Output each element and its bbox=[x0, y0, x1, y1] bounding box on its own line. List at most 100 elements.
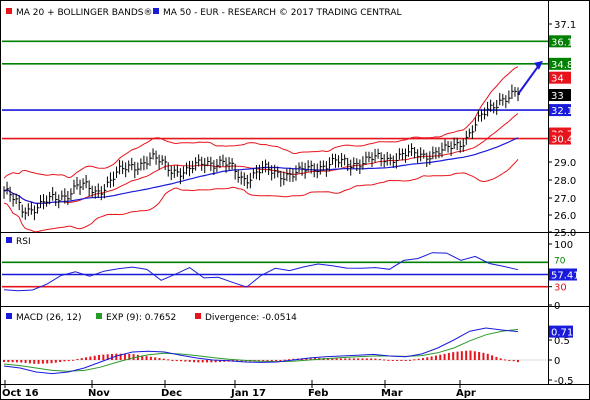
ma20-legend-text: MA 20 + BOLLINGER BANDS® bbox=[16, 8, 153, 18]
x-axis-label: Jan 17 bbox=[230, 388, 266, 399]
divergence-bar bbox=[361, 358, 364, 360]
divergence-bar bbox=[210, 360, 213, 363]
divergence-bar bbox=[339, 358, 342, 360]
divergence-bar bbox=[158, 358, 161, 360]
divergence-bar bbox=[175, 360, 178, 361]
divergence-bar bbox=[512, 360, 515, 362]
x-axis-label: Feb bbox=[308, 388, 328, 399]
ma50-line bbox=[3, 137, 519, 205]
divergence-bar bbox=[106, 354, 109, 360]
x-axis-labels: Oct 16 Nov Dec Jan 17 Feb Mar Apr bbox=[2, 388, 476, 399]
divergence-bar bbox=[218, 360, 221, 363]
divergence-bar bbox=[98, 355, 101, 360]
divergence-bar bbox=[482, 352, 485, 360]
price-tag-box bbox=[549, 71, 571, 84]
divergence-bar bbox=[20, 360, 23, 363]
bollinger-upper-line bbox=[3, 66, 519, 179]
macd-legend-text: MACD (26, 12) bbox=[16, 313, 82, 323]
divergence-bar bbox=[145, 356, 148, 360]
divergence-bar bbox=[201, 360, 204, 363]
divergence-bar bbox=[15, 360, 18, 363]
divergence-bar bbox=[491, 355, 494, 360]
macd-panel: 0.5 0 -0.5 0.71 bbox=[2, 325, 574, 387]
divergence-bar bbox=[128, 353, 131, 360]
divergence-bar bbox=[110, 353, 113, 360]
price-tag-upper-band: 34 bbox=[551, 74, 564, 85]
price-tag-box bbox=[549, 35, 571, 48]
price-tag-resistance-1: 34.8 bbox=[551, 60, 573, 71]
divergence-bar bbox=[240, 360, 243, 362]
divergence-bar bbox=[288, 359, 291, 361]
price-axis-label: 29.0 bbox=[554, 158, 576, 169]
divergence-bar bbox=[504, 359, 507, 361]
macd-value-tag-box bbox=[549, 325, 573, 338]
divergence-bar bbox=[188, 360, 191, 362]
arrow-head-icon bbox=[534, 60, 543, 70]
price-tag-support-1: 32.1 bbox=[551, 106, 573, 117]
price-tag-support-2: 30.4 bbox=[551, 135, 573, 146]
divergence-bar bbox=[206, 360, 209, 363]
divergence-bar bbox=[430, 356, 433, 360]
divergence-bar bbox=[171, 359, 174, 361]
divergence-bar bbox=[499, 358, 502, 360]
rsi-legend: RSI bbox=[6, 237, 31, 247]
price-legend: MA 20 + BOLLINGER BANDS® MA 50 - EUR - R… bbox=[6, 8, 402, 18]
macd-axis-label: 0 bbox=[554, 356, 560, 367]
divergence-bar bbox=[162, 358, 165, 360]
rsi-legend-swatch bbox=[6, 237, 12, 243]
price-levels bbox=[2, 40, 548, 140]
divergence-bar bbox=[348, 358, 351, 360]
macd-value-tag: 0.71 bbox=[551, 328, 573, 339]
price-tag-box bbox=[549, 104, 571, 117]
divergence-legend-swatch bbox=[195, 313, 201, 319]
ma50-legend-swatch bbox=[153, 8, 159, 14]
divergence-bar bbox=[374, 358, 377, 360]
divergence-bar bbox=[119, 353, 122, 360]
ma50-legend-text: MA 50 - EUR - RESEARCH © 2017 TRADING CE… bbox=[163, 8, 402, 18]
divergence-bar bbox=[180, 360, 183, 362]
divergence-bar bbox=[89, 356, 92, 360]
divergence-bar bbox=[365, 358, 368, 360]
divergence-bar bbox=[85, 357, 88, 360]
divergence-bar bbox=[473, 351, 476, 360]
divergence-bar bbox=[59, 360, 62, 363]
macd-axis-label: -0.5 bbox=[554, 376, 574, 387]
price-axis-label: 37.1 bbox=[554, 20, 576, 31]
divergence-bar bbox=[456, 351, 459, 360]
divergence-bar bbox=[275, 360, 278, 361]
divergence-bar bbox=[214, 360, 217, 363]
divergence-bar bbox=[50, 360, 53, 364]
divergence-bar bbox=[28, 360, 31, 364]
divergence-bar bbox=[409, 359, 412, 361]
divergence-bar bbox=[279, 360, 282, 361]
divergence-legend-text: Divergence: -0.0514 bbox=[205, 313, 297, 323]
divergence-bar bbox=[313, 358, 316, 360]
rsi-axis-label: 100 bbox=[554, 240, 573, 251]
divergence-bar bbox=[197, 360, 200, 363]
divergence-bar bbox=[495, 356, 498, 360]
rsi-axis-label: 0 bbox=[554, 301, 560, 312]
price-tag-box bbox=[549, 89, 571, 101]
divergence-bar bbox=[7, 360, 10, 363]
divergence-bar bbox=[80, 358, 83, 360]
price-axis-label: 27.0 bbox=[554, 194, 576, 205]
divergence-bar bbox=[67, 360, 70, 361]
rsi-legend-text: RSI bbox=[16, 237, 31, 247]
price-axis-label: 28.0 bbox=[554, 176, 576, 187]
exp-line bbox=[3, 328, 519, 372]
divergence-bar bbox=[400, 360, 403, 361]
price-tag-box bbox=[549, 57, 571, 70]
divergence-bar bbox=[439, 354, 442, 360]
rsi-value-tag: 57.41 bbox=[551, 271, 580, 282]
divergence-bar bbox=[344, 358, 347, 360]
divergence-bar bbox=[370, 358, 373, 360]
divergence-bar bbox=[283, 359, 286, 361]
divergence-bar bbox=[266, 360, 269, 361]
divergence-bar bbox=[417, 358, 420, 360]
divergence-bar bbox=[184, 360, 187, 362]
divergence-bar bbox=[508, 360, 511, 361]
divergence-bar bbox=[3, 360, 5, 362]
